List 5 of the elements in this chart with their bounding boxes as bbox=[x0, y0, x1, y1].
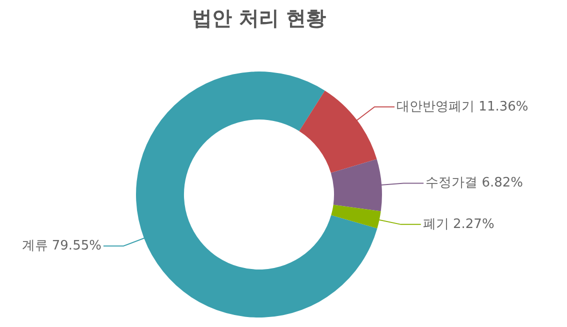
slice-label: 수정가결 6.82% bbox=[426, 176, 523, 191]
slice-label: 폐기 2.27% bbox=[422, 216, 494, 232]
slice-label: 대안반영폐기 11.36% bbox=[396, 99, 528, 114]
slice-label: 계류 79.55% bbox=[22, 238, 102, 254]
chart-title: 법안 처리 현황 bbox=[192, 6, 326, 30]
